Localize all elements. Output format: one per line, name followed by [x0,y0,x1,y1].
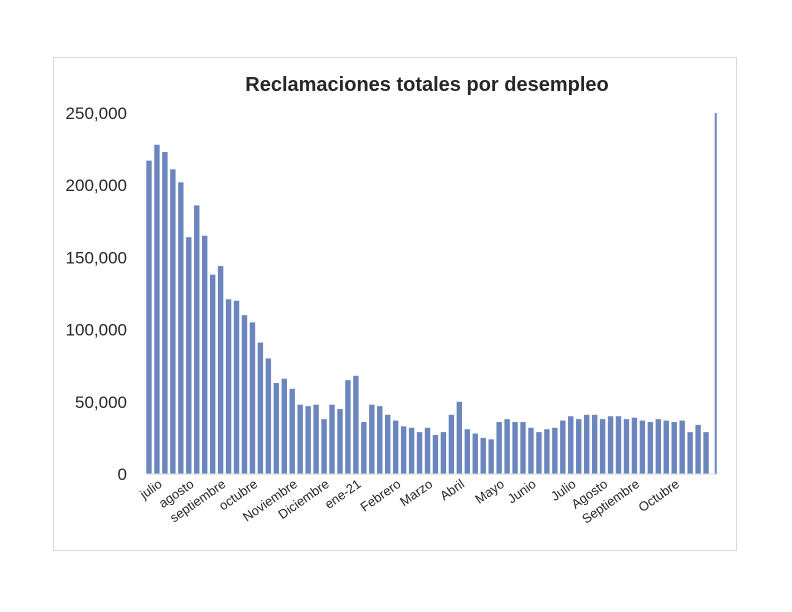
x-tick-label: Junio [505,476,539,506]
bar [456,401,463,474]
bar [225,299,232,474]
bar [416,432,423,474]
bar [480,437,486,474]
bar [321,419,327,474]
bar [488,439,494,474]
bar [631,417,638,474]
bars [146,113,717,475]
bar [217,266,224,474]
bar [337,409,343,474]
bar [472,433,478,474]
bar [583,414,590,474]
x-axis-labels: julioagostoseptiembreoctubreNoviembreDic… [136,476,682,526]
bar [687,432,693,474]
x-tick-label: Marzo [397,476,435,509]
y-tick-label: 100,000 [66,321,127,340]
bar [377,406,383,474]
bar [146,160,152,474]
bar [655,419,662,474]
bar [552,427,558,474]
bar [671,422,677,474]
bar [154,144,160,474]
bar [273,383,280,474]
bar [607,416,614,474]
bar [289,388,295,474]
y-axis-labels: 0 50,000 100,000 150,000 200,000 250,000 [66,104,127,484]
chart-frame [53,57,737,551]
bar [464,429,471,474]
x-tick-label: Octubre [635,476,681,515]
chart-title: Reclamaciones totales por desempleo [245,74,608,96]
bar [695,424,701,474]
bar [170,169,176,474]
bar [408,427,415,474]
bar [424,427,431,474]
bar [369,404,375,474]
bar [265,358,272,474]
bar [714,113,717,474]
bar [432,435,439,474]
bar [599,419,606,474]
bar [528,427,534,474]
y-tick-label: 200,000 [66,176,127,195]
bar [568,416,574,474]
bar [361,422,367,474]
bar [281,378,287,474]
bar [297,404,303,474]
bar [305,406,311,474]
bar [329,404,335,474]
y-tick-label: 0 [118,465,127,484]
bar [400,426,407,474]
bar [345,380,351,474]
bar [703,432,709,474]
bar [504,419,510,474]
bar [313,404,319,474]
x-tick-label: Mayo [472,476,507,507]
bar [257,342,264,474]
bar [194,205,200,475]
bar [186,237,192,474]
x-tick-label: ene-21 [322,476,364,512]
bar [663,420,669,474]
x-tick-label: Abril [437,476,467,503]
bar [512,422,518,474]
bar [392,420,399,474]
bar [536,432,542,474]
bar [448,414,455,474]
bar [544,429,550,474]
bar [591,414,598,474]
y-tick-label: 50,000 [75,393,127,412]
bar [178,182,184,474]
bar [385,414,391,474]
x-tick-label: Febrero [358,476,404,514]
bar [496,422,502,474]
bar [162,151,168,475]
bar [353,375,359,474]
bar [623,419,630,474]
bar [560,420,566,474]
bar [233,300,240,474]
bar [241,315,248,474]
y-tick-label: 150,000 [66,248,127,267]
bar [520,422,526,474]
bar [249,322,256,474]
bar [615,416,622,474]
bar [440,432,447,474]
y-tick-label: 250,000 [66,104,127,123]
bar [209,274,216,474]
bar [647,422,654,474]
bar [639,420,646,474]
bar [679,420,685,474]
bar [576,419,582,474]
bar [201,235,208,474]
